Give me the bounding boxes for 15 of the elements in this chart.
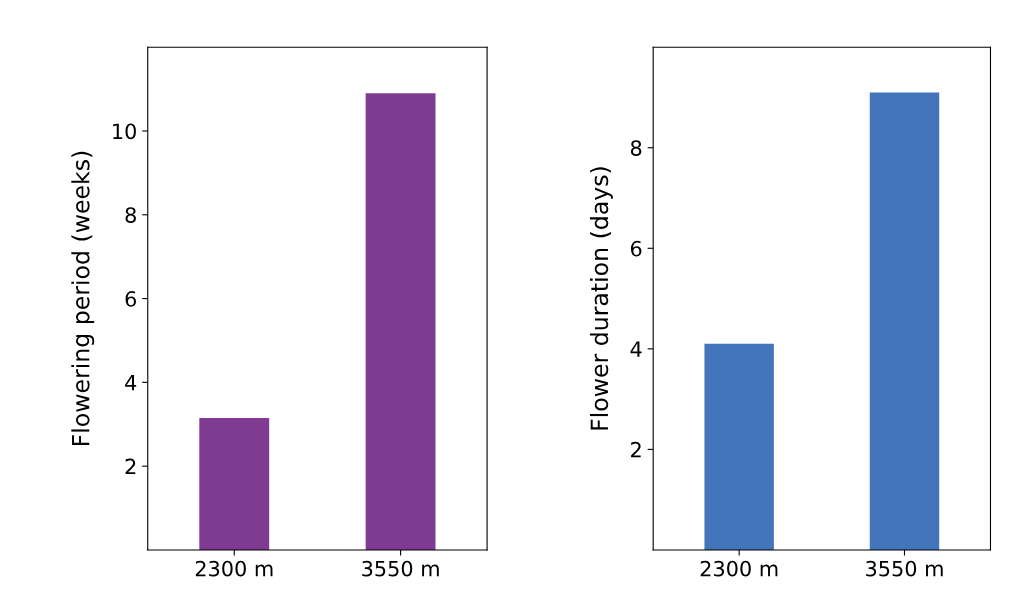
y-tick-label: 6 [630, 240, 642, 257]
y-tick-label: 8 [630, 140, 642, 156]
y-tick-label: 2 [631, 441, 641, 458]
x-tick-label: 2300 m [700, 560, 778, 577]
x-tick-label: 3550 m [362, 560, 439, 577]
y-axis-title: Flower duration (days) [589, 167, 613, 430]
y-tick-label: 8 [125, 207, 136, 223]
y-axis-title: Flowering period (weeks) [71, 151, 95, 446]
y-tick-label: 10 [113, 123, 136, 140]
x-tick-label: 2300 m [195, 560, 273, 577]
y-tick-label: 6 [125, 291, 137, 307]
y-tick-label: 2 [125, 458, 136, 475]
y-tick-label: 4 [630, 341, 642, 357]
x-tick-label: 3550 m [866, 560, 943, 577]
y-tick-label: 4 [125, 375, 137, 391]
